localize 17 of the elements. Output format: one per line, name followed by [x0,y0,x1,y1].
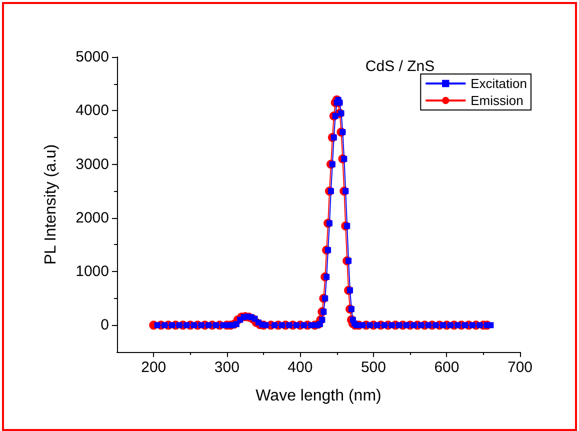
y-tick-label: 3000 [76,156,109,173]
y-tick-label: 5000 [76,48,109,66]
x-axis-title: Wave length (nm) [256,388,382,404]
x-tick-label: 200 [141,359,166,376]
x-tick-label: 400 [288,359,313,376]
y-tick-label: 0 [100,316,109,334]
x-tick-label: 500 [360,359,386,376]
y-tick-label: 1000 [76,263,109,280]
x-tick-label: 600 [434,359,460,376]
y-tick-label: 2000 [76,209,109,226]
legend-label: Emission [470,93,524,108]
legend-label: Excitation [470,76,528,91]
x-tick-label: 700 [507,359,533,376]
chart-title: CdS / ZnS [365,58,435,75]
y-tick-label: 4000 [76,102,109,120]
y-axis-title: PL Intensity (a.u) [42,144,60,265]
x-tick-label: 300 [214,359,240,376]
